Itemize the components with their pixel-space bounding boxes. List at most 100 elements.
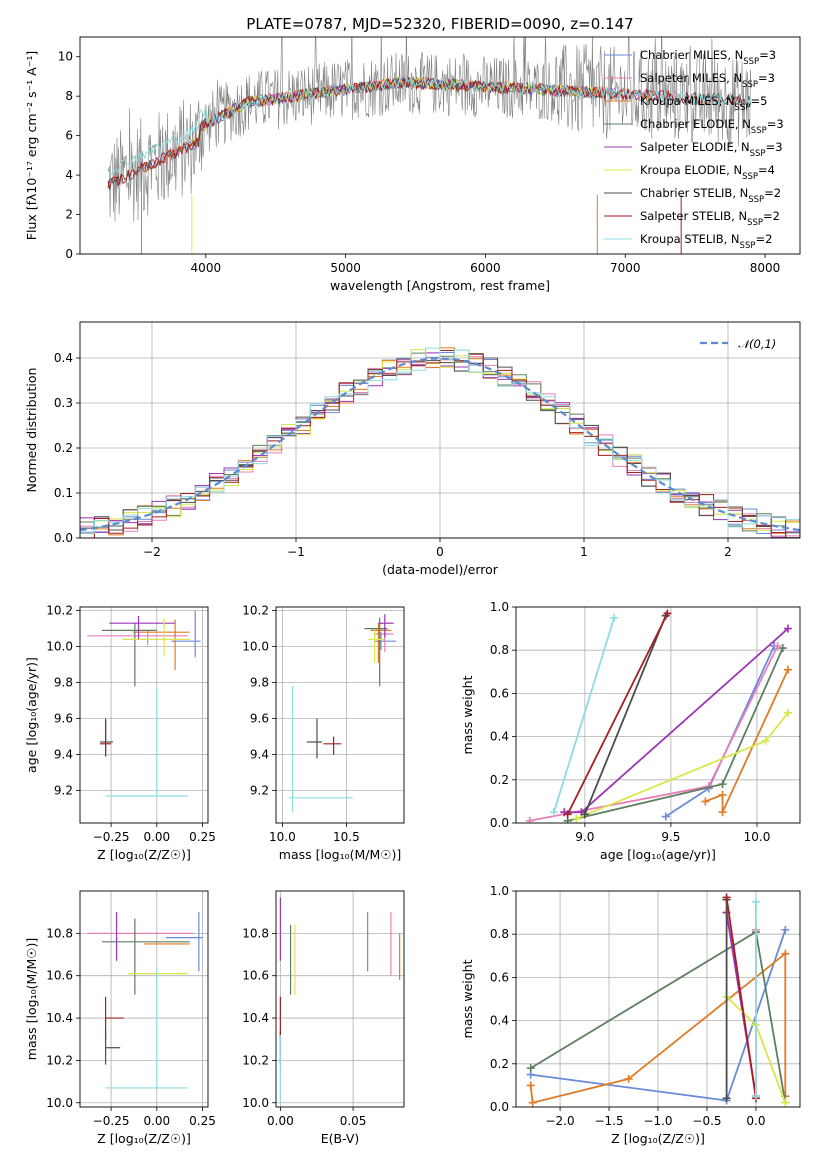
y-tick-label: 0.4 — [490, 730, 509, 744]
weight-marker — [761, 736, 770, 745]
errorbars — [288, 614, 397, 813]
y-tick-label: 9.8 — [250, 676, 269, 690]
weight-line — [529, 645, 779, 822]
weight-marker — [580, 810, 589, 819]
axes-frame — [515, 890, 801, 1108]
panel-age-vs-mass: 10.0 10.5 9.2 9.4 9.6 9.8 10.0 10.2 mass [log₁₀(… — [242, 604, 405, 862]
x-tick-label: −2.0 — [545, 1114, 574, 1128]
x-tick-label: 0.00 — [143, 1114, 170, 1128]
axes-frame — [275, 606, 405, 824]
weight-marker — [751, 897, 760, 906]
x-tick-label: 0.00 — [143, 830, 170, 844]
y-tick-label: 0.2 — [54, 441, 73, 455]
y-tick-label: 0.6 — [490, 970, 509, 984]
legend-label: Salpeter STELIB, NSSP=2 — [640, 209, 780, 228]
y-tick-label: 10.6 — [46, 969, 73, 983]
x-axis-label: Z [log₁₀(Z/Z☉)] — [97, 847, 191, 862]
y-tick-label: 0.8 — [490, 927, 509, 941]
x-tick-label: 0 — [436, 545, 444, 559]
y-tick-label: 0.4 — [54, 351, 73, 365]
y-axis-label: mass weight — [460, 959, 475, 1038]
axes-frame — [79, 321, 801, 539]
x-tick-label: −0.25 — [93, 1114, 130, 1128]
y-axis-label: Flux [fλ10⁻¹⁷ erg cm⁻² s⁻¹ A⁻¹] — [24, 51, 39, 240]
y-tick-label: 10.2 — [46, 1053, 73, 1067]
y-tick-label: 10.2 — [242, 604, 269, 618]
y-tick-label: 0.4 — [490, 1014, 509, 1028]
y-tick-label: 4 — [65, 168, 73, 182]
y-tick-label: 0.2 — [490, 773, 509, 787]
legend-label-sub: SSP — [748, 195, 764, 205]
weight-line — [566, 613, 669, 815]
x-tick-label: 9.5 — [661, 830, 680, 844]
y-tick-label: 10.0 — [46, 1096, 73, 1110]
legend-label-tail: =3 — [759, 48, 776, 62]
y-tick-label: 0 — [65, 247, 73, 261]
x-tick-label: 5000 — [330, 261, 361, 275]
weight-line — [583, 615, 667, 815]
weight-marker — [773, 641, 782, 650]
legend-label-base: Salpeter ELODIE, N — [640, 140, 750, 154]
y-tick-label: 10.6 — [242, 969, 269, 983]
histograms — [80, 347, 800, 538]
x-tick-label: −1.5 — [594, 1114, 623, 1128]
legend-label-sub: SSP — [751, 126, 767, 136]
x-axis-label: (data-model)/error — [382, 562, 499, 577]
weight-marker — [783, 708, 792, 717]
y-tick-label: 10.8 — [46, 926, 73, 940]
y-tick-label: 10.0 — [46, 640, 73, 654]
y-tick-label: 0.1 — [54, 486, 73, 500]
legend-label: Kroupa ELODIE, NSSP=4 — [640, 163, 775, 182]
x-tick-label: −0.25 — [93, 830, 130, 844]
weight-marker — [528, 1098, 537, 1107]
legend-label: Salpeter MILES, NSSP=3 — [640, 71, 775, 90]
y-tick-label: 10.2 — [242, 1053, 269, 1067]
y-axis-label: mass weight — [460, 675, 475, 754]
legend-label-tail: =2 — [755, 232, 772, 246]
x-tick-label: 8000 — [750, 261, 781, 275]
errorbars — [87, 610, 201, 797]
y-tick-label: 0.3 — [54, 396, 73, 410]
y-tick-label: 10.4 — [242, 1011, 269, 1025]
weight-marker — [526, 1064, 535, 1073]
y-tick-label: 1.0 — [490, 884, 509, 898]
panel-mass-vs-Z: −0.25 0.00 0.25 10.0 10.2 10.4 10.6 10.8 Z [log₁… — [24, 890, 216, 1146]
legend-label-sub: SSP — [735, 103, 751, 113]
weight-marker — [783, 665, 792, 674]
x-tick-label: 1 — [580, 545, 588, 559]
weight-marker — [778, 644, 787, 653]
y-tick-label: 0.0 — [490, 1100, 509, 1114]
legend-label: Chabrier ELODIE, NSSP=3 — [640, 117, 784, 136]
weight-marker — [718, 780, 727, 789]
weight-line — [575, 712, 789, 820]
legend-label-tail: =5 — [750, 94, 767, 108]
figure-title: PLATE=0787, MJD=52320, FIBERID=0090, z=0… — [246, 15, 633, 33]
weight-marker — [718, 790, 727, 799]
x-tick-label: 2 — [724, 545, 732, 559]
x-tick-label: 0.00 — [267, 1114, 294, 1128]
legend-label-base: Chabrier STELIB, N — [640, 186, 748, 200]
x-axis-label: E(B-V) — [321, 1131, 360, 1146]
y-tick-label: 10.8 — [242, 926, 269, 940]
x-tick-label: −0.5 — [692, 1114, 721, 1128]
weight-line — [725, 897, 757, 1099]
errorbars — [87, 912, 203, 1089]
x-axis-label: Z [log₁₀(Z/Z☉)] — [611, 1131, 705, 1146]
y-tick-label: 2 — [65, 208, 73, 222]
model-spectrum-line — [107, 75, 751, 176]
weight-lines — [526, 893, 790, 1107]
y-tick-label: 0.8 — [490, 643, 509, 657]
weight-marker — [549, 808, 558, 817]
legend-label-tail: =4 — [758, 163, 775, 177]
weight-marker — [624, 1074, 633, 1083]
legend-label-tail: =2 — [763, 209, 780, 223]
x-tick-label: 0.0 — [746, 1114, 765, 1128]
weight-marker — [526, 1081, 535, 1090]
y-tick-label: 10 — [58, 50, 73, 64]
x-axis-label: Z [log₁₀(Z/Z☉)] — [97, 1131, 191, 1146]
y-tick-label: 9.6 — [54, 712, 73, 726]
x-tick-label: 6000 — [470, 261, 501, 275]
axes-frame — [275, 890, 405, 1108]
model-spectrum-line — [191, 75, 597, 145]
y-tick-label: 9.4 — [54, 748, 73, 762]
